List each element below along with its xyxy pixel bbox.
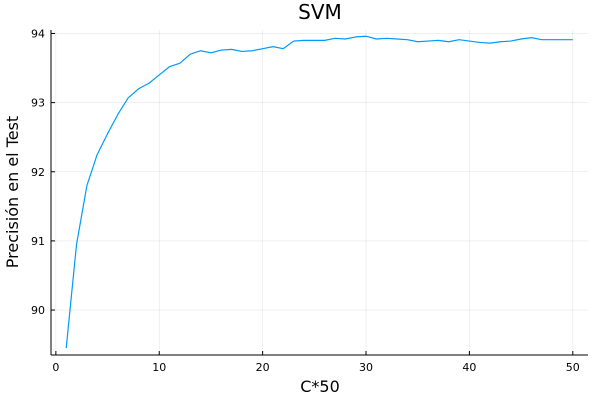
y-tick-label: 93	[31, 97, 45, 110]
x-tick-label: 10	[152, 361, 166, 374]
series-layer	[65, 35, 573, 349]
grid	[51, 30, 588, 355]
y-axis-label: Precisión en el Test	[3, 116, 22, 268]
x-tick-label: 30	[359, 361, 373, 374]
chart-title: SVM	[298, 0, 342, 24]
axes: 0 10 20 30 40 50 90 91 92 93 94	[31, 27, 588, 374]
y-tick-label: 92	[31, 166, 45, 179]
x-axis-label: C*50	[300, 377, 340, 396]
y-tick-label: 91	[31, 235, 45, 248]
x-tick-label: 50	[566, 361, 580, 374]
labels: SVM C*50 Precisión en el Test	[3, 0, 342, 396]
y-tick-label: 90	[31, 304, 45, 317]
x-tick-label: 40	[462, 361, 476, 374]
x-tick-label: 0	[52, 361, 59, 374]
y-tick-label: 94	[31, 27, 45, 40]
series-line	[65, 35, 573, 349]
x-tick-label: 20	[256, 361, 270, 374]
